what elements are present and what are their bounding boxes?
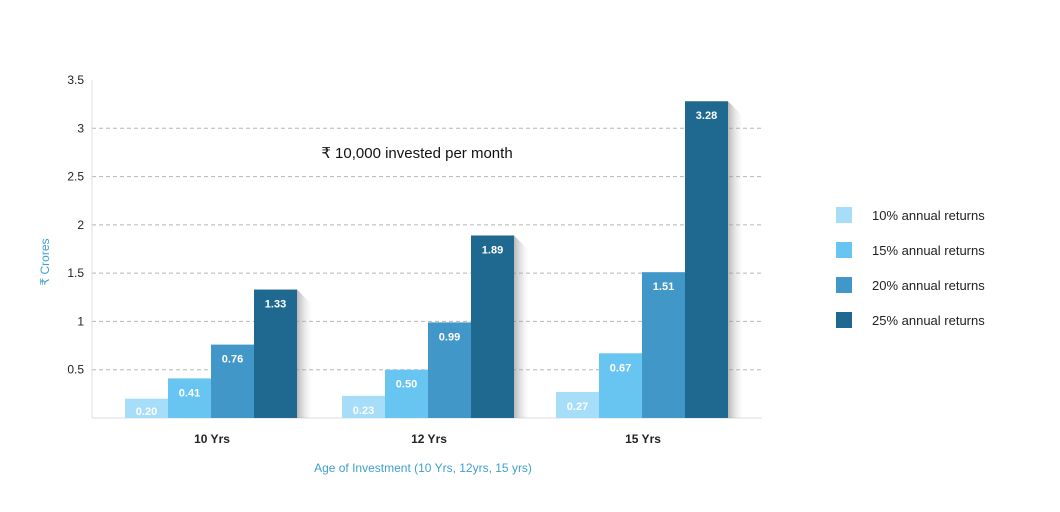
x-axis-title: Age of Investment (10 Yrs, 12yrs, 15 yrs… <box>314 461 532 475</box>
bar <box>642 272 685 418</box>
y-tick-label: 3 <box>77 121 84 135</box>
data-label: 1.51 <box>653 281 674 293</box>
legend-swatch <box>836 277 852 293</box>
data-label: 0.41 <box>179 387 200 399</box>
data-label: 1.33 <box>265 299 286 311</box>
bar <box>168 378 211 418</box>
bars <box>125 101 742 418</box>
bar <box>599 353 642 418</box>
chart-annotation: ₹ 10,000 invested per month <box>321 145 512 162</box>
bar <box>125 398 168 418</box>
legend-label: 15% annual returns <box>872 243 985 258</box>
y-axis-title: ₹ Crores <box>38 239 52 286</box>
x-tick-label: 15 Yrs <box>625 432 661 446</box>
y-tick-label: 0.5 <box>67 363 84 377</box>
bar <box>385 369 428 418</box>
legend: 10% annual returns 15% annual returns 20% … <box>836 207 985 328</box>
legend-label: 10% annual returns <box>872 208 985 223</box>
data-label: 0.20 <box>136 406 157 418</box>
bar-shadow <box>297 289 311 418</box>
legend-swatch <box>836 207 852 223</box>
legend-swatch <box>836 312 852 328</box>
data-label: 0.99 <box>439 331 460 343</box>
y-tick-label: 1 <box>77 314 84 328</box>
y-tick-label: 2.5 <box>67 170 84 184</box>
bar <box>428 322 471 418</box>
data-label: 0.23 <box>353 405 374 417</box>
bar-shadow <box>728 101 742 418</box>
legend-swatch <box>836 242 852 258</box>
bar-shadow <box>514 235 528 418</box>
y-tick-label: 2 <box>77 218 84 232</box>
x-tick-labels: 10 Yrs 12 Yrs 15 Yrs <box>194 432 661 446</box>
y-tick-label: 1.5 <box>67 266 84 280</box>
bar <box>471 235 514 418</box>
x-tick-label: 10 Yrs <box>194 432 230 446</box>
data-label: 0.67 <box>610 362 631 374</box>
y-tick-labels: 0.5 1 1.5 2 2.5 3 3.5 <box>67 73 84 377</box>
legend-label: 20% annual returns <box>872 278 985 293</box>
data-label: 0.27 <box>567 401 588 413</box>
data-label: 0.76 <box>222 354 243 366</box>
bar <box>342 395 385 418</box>
data-label: 3.28 <box>696 110 717 122</box>
data-label: 0.50 <box>396 379 417 391</box>
bar <box>211 344 254 418</box>
bar <box>254 289 297 418</box>
y-tick-label: 3.5 <box>67 73 84 87</box>
bar <box>556 391 599 418</box>
data-label: 1.89 <box>482 244 503 256</box>
bar <box>685 101 728 418</box>
data-labels: 0.20 0.41 0.76 1.33 0.23 0.50 0.99 1.89 0.27 0.67… <box>136 110 717 418</box>
x-tick-label: 12 Yrs <box>411 432 447 446</box>
legend-label: 25% annual returns <box>872 313 985 328</box>
